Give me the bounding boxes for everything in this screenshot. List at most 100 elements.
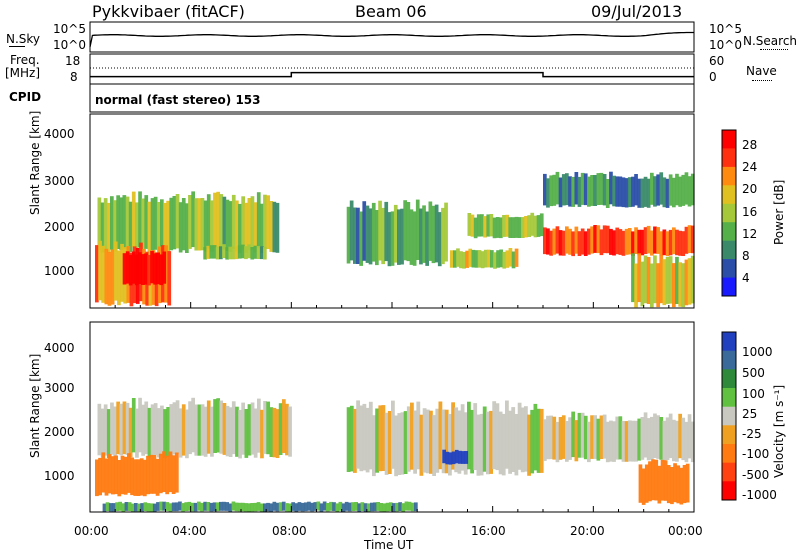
velocity-cell xyxy=(590,415,594,459)
velocity-cell xyxy=(159,501,163,511)
velocity-cell xyxy=(141,404,145,456)
power-cell xyxy=(558,230,563,256)
velocity-cell xyxy=(365,407,370,473)
power-cell xyxy=(387,212,392,267)
power-cell xyxy=(653,176,657,207)
velocity-cell xyxy=(341,503,346,512)
velocity-cell xyxy=(108,503,113,512)
power-cell xyxy=(144,195,149,249)
power-cell xyxy=(583,173,588,206)
velocity-cell xyxy=(241,402,245,455)
power-cell xyxy=(349,200,354,261)
power-cell xyxy=(162,251,167,284)
velocity-cell xyxy=(376,502,380,511)
x-tick: 04:00 xyxy=(172,524,207,538)
velocity-cell xyxy=(410,502,415,512)
power-cell xyxy=(665,178,670,208)
power-colorbar-frame xyxy=(721,129,737,297)
velocity-cell xyxy=(354,502,358,511)
power-cell xyxy=(640,261,645,307)
power-cell xyxy=(159,254,164,286)
power-cell xyxy=(568,176,572,207)
power-cell xyxy=(668,174,673,206)
velocity-cell xyxy=(398,502,402,511)
velocity-cell xyxy=(152,503,157,512)
power-cell xyxy=(412,211,417,266)
velocity-cell xyxy=(637,418,642,461)
power-cell xyxy=(684,226,689,254)
power-cell xyxy=(160,199,164,251)
power-cbar-tick: 8 xyxy=(742,249,750,263)
velocity-cell xyxy=(136,459,141,496)
velocity-cell xyxy=(235,406,239,457)
velocity-cell xyxy=(662,420,667,462)
velocity-cell xyxy=(206,502,211,511)
velocity-cell xyxy=(127,453,131,493)
velocity-cell xyxy=(448,452,453,465)
power-cell xyxy=(141,254,145,285)
velocity-cell xyxy=(253,502,258,512)
velocity-cell xyxy=(654,459,659,501)
power-cell xyxy=(624,228,629,255)
power-cell xyxy=(675,256,679,304)
power-cell xyxy=(131,191,136,248)
power-cell xyxy=(266,195,270,249)
velocity-cell xyxy=(624,421,629,462)
power-cbar-tick: 24 xyxy=(742,160,758,174)
velocity-cell xyxy=(372,415,376,477)
velocity-cell xyxy=(366,503,371,512)
velocity-cell xyxy=(259,503,264,512)
power-cell xyxy=(470,214,475,237)
velocity-cell xyxy=(110,402,114,455)
velocity-cell xyxy=(142,459,147,497)
velocity-cell xyxy=(128,407,133,458)
power-cbar-tick: 4 xyxy=(742,271,750,285)
power-cell xyxy=(637,229,642,256)
velocity-cell xyxy=(460,404,465,471)
power-cell xyxy=(100,202,105,253)
velocity-colorbar-swatch xyxy=(722,332,736,352)
velocity-cell xyxy=(124,502,129,511)
power-cell xyxy=(119,197,124,251)
velocity-cell xyxy=(250,503,255,512)
velocity-cell xyxy=(634,420,638,462)
velocity-cell xyxy=(348,502,352,512)
velocity-cell xyxy=(410,402,414,470)
velocity-cell xyxy=(307,501,311,511)
velocity-cell xyxy=(244,409,249,458)
power-cell xyxy=(672,177,676,208)
power-colorbar-swatch xyxy=(722,130,736,149)
velocity-cell xyxy=(473,403,478,470)
power-cell xyxy=(117,250,121,306)
velocity-cell xyxy=(153,403,158,455)
power-colorbar-swatch xyxy=(722,259,736,278)
velocity-cell xyxy=(100,408,105,458)
power-cell xyxy=(627,177,632,208)
velocity-cell xyxy=(501,413,506,476)
power-cell xyxy=(241,244,245,259)
velocity-cell xyxy=(438,401,443,470)
velocity-cell xyxy=(114,455,118,495)
power-cell xyxy=(275,202,280,253)
power-cell xyxy=(116,195,120,249)
velocity-colorbar-frame xyxy=(721,331,737,501)
velocity-cell xyxy=(638,464,643,503)
power-cell xyxy=(684,172,689,205)
power-cell xyxy=(631,231,635,257)
velocity-cell xyxy=(104,458,109,496)
velocity-cbar-tick: -100 xyxy=(742,447,770,461)
power-cell xyxy=(678,262,682,307)
power-cell xyxy=(609,171,613,205)
power-cbar-tick: 28 xyxy=(742,138,758,152)
velocity-cell xyxy=(353,408,357,473)
velocity-cell xyxy=(673,463,677,503)
velocity-cell xyxy=(678,413,682,459)
power-cell xyxy=(141,198,145,251)
power-cell xyxy=(453,250,457,268)
power-cell xyxy=(489,214,494,237)
power-cell xyxy=(483,216,487,238)
velocity-cell xyxy=(577,412,582,458)
power-cell xyxy=(213,192,217,248)
velocity-cell xyxy=(146,503,151,512)
velocity-cell xyxy=(685,463,690,503)
